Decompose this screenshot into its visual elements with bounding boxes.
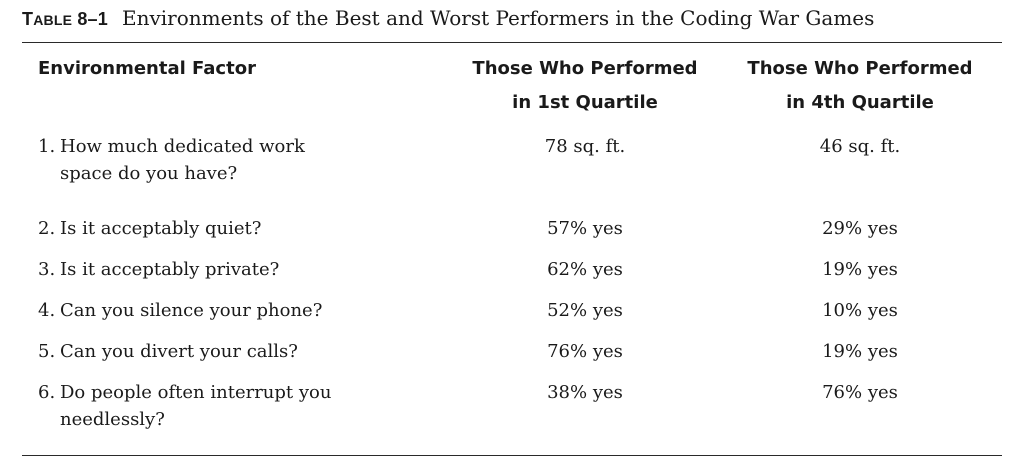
table-caption: TABLE 8–1 Environments of the Best and Wo… — [22, 6, 874, 30]
table-cell-1st-quartile: 78 sq. ft. — [544, 136, 626, 157]
table-cell-4th-quartile: 19% yes — [822, 341, 898, 362]
table-cell-4th-quartile: 76% yes — [822, 382, 898, 403]
bottom-rule — [22, 455, 1002, 456]
table-row-question: 1. How much dedicated work space do you h… — [38, 136, 305, 184]
table-title: Environments of the Best and Worst Perfo… — [121, 6, 875, 30]
table-cell-4th-quartile: 46 sq. ft. — [819, 136, 901, 157]
table-cell-4th-quartile: 29% yes — [822, 218, 898, 239]
table-cell-1st-quartile: 76% yes — [547, 341, 623, 362]
table-row-question: 6. Do people often interrupt you needless… — [38, 382, 332, 430]
table-cell-1st-quartile: 62% yes — [547, 259, 623, 280]
column-header-factor: Environmental Factor — [38, 58, 256, 79]
table-cell-1st-quartile: 52% yes — [547, 300, 623, 321]
table-row-question: 2. Is it acceptably quiet? — [38, 218, 262, 239]
table-row-question: 4. Can you silence your phone? — [38, 300, 323, 321]
table-row-question: 3. Is it acceptably private? — [38, 259, 280, 280]
table-cell-1st-quartile: 38% yes — [547, 382, 623, 403]
table-cell-4th-quartile: 10% yes — [822, 300, 898, 321]
table-row-question: 5. Can you divert your calls? — [38, 341, 298, 362]
top-rule — [22, 42, 1002, 43]
column-header-1st-quartile: Those Who Performed in 1st Quartile — [472, 58, 698, 113]
column-header-4th-quartile: Those Who Performed in 4th Quartile — [747, 58, 973, 113]
table-cell-1st-quartile: 57% yes — [547, 218, 623, 239]
table-label: TABLE 8–1 — [22, 9, 108, 29]
table-cell-4th-quartile: 19% yes — [822, 259, 898, 280]
